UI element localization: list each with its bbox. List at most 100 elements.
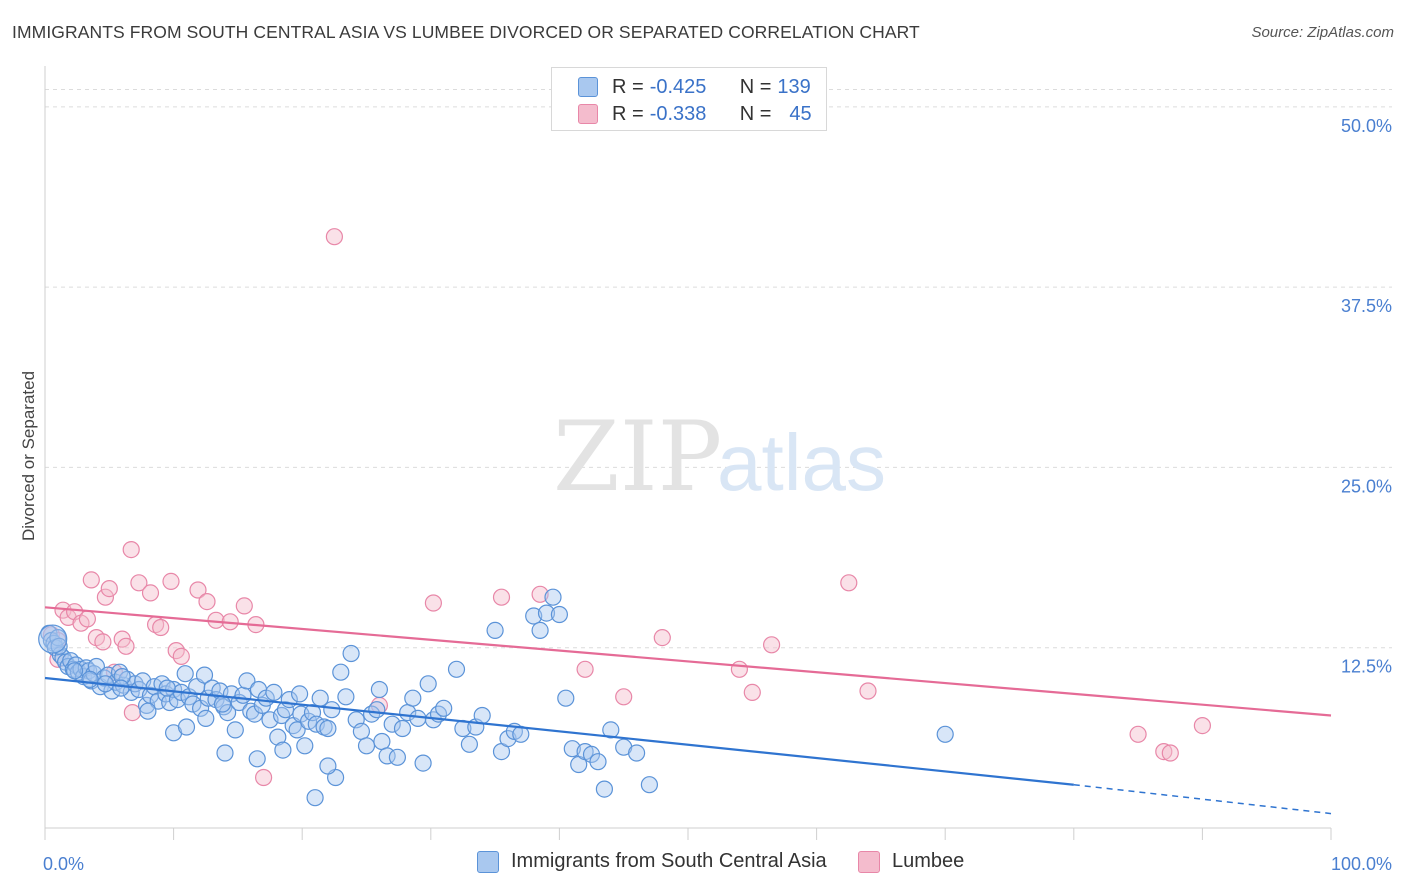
watermark: ZIP atlas [553,401,886,513]
south-central-asia-point [486,621,504,640]
lumbee-point [1193,716,1212,735]
south-central-asia-point [447,660,466,678]
south-central-asia-point [602,721,620,739]
south-central-asia-point [306,789,324,807]
south-central-asia-point [265,683,283,702]
south-central-asia-point [640,776,659,794]
watermark-zip: ZIP [553,401,722,513]
south-central-asia-point [414,754,432,772]
south-central-asia-point [177,718,196,736]
lumbee-point [123,703,141,722]
lumbee-point [730,660,749,678]
south-central-asia-point [544,588,562,606]
lumbee-point [1161,744,1179,762]
axes [44,66,1332,840]
legend-r-label: R = [612,102,644,125]
south-central-asia-point [291,685,309,703]
legend-r-value: -0.425 [649,75,707,98]
south-central-asia-point [296,737,314,755]
lumbee-point [130,574,148,592]
south-central-asia-point [323,701,341,719]
watermark-atlas: atlas [717,418,886,507]
south-central-asia-point [370,680,388,699]
south-central-asia-point [563,740,581,758]
south-central-asia-point [368,701,386,719]
lumbee-point [531,585,549,603]
south-central-asia-point [319,719,337,738]
south-central-asia-point [537,604,556,622]
legend-r-value: -0.338 [649,102,707,125]
legend-n-label: N = [739,75,772,98]
legend-row-blue: R = -0.425 N = 139 [578,74,811,100]
series-legend: Immigrants from South Central Asia Lumbe… [0,850,1406,878]
south-central-asia-point [216,744,234,762]
south-central-asia-point [50,637,68,655]
south-central-asia-point [195,666,214,684]
y-axis-label: Divorced or Separated [19,371,38,541]
lumbee-point [255,768,273,787]
pink-legend-swatch [858,850,880,873]
lumbee-point [762,636,781,654]
south-central-asia-point [319,757,337,775]
y-tick-label: 50.0% [1341,116,1392,136]
south-central-asia-point [373,732,391,751]
trend-lines [44,606,1332,815]
lumbee-point [82,571,100,589]
lumbee-point [141,584,160,602]
data-points [38,228,1212,807]
south-central-asia-point [595,780,614,798]
south-central-asia-point [274,741,292,759]
south-central-asia-point [409,709,427,728]
x-tick-label: 0.0% [43,854,84,874]
legend-n-value: 45 [789,102,812,125]
lumbee-point [94,633,112,651]
lumbee-point [840,574,858,592]
south-central-asia-point [112,679,130,697]
lumbee-point [325,228,343,246]
lumbee-point [172,647,190,666]
blue-legend-swatch [477,850,499,873]
lumbee-point [117,637,135,655]
lumbee-point [424,594,442,612]
lumbee-point [198,592,216,611]
lumbee-point [235,597,253,615]
south-central-asia-point [226,721,244,739]
south-central-asia-point [473,706,491,725]
lumbee-point [189,581,207,599]
south-central-asia-point [531,621,549,640]
lumbee-point [162,572,180,591]
blue-trend-extension [1073,783,1332,815]
chart-title: IMMIGRANTS FROM SOUTH CENTRAL ASIA VS LU… [12,22,920,42]
south-central-asia-point [589,753,607,771]
south-central-asia-point [197,709,215,728]
series-legend-blue: Immigrants from South Central Asia [477,850,827,873]
south-central-asia-point [337,688,355,706]
y-tick-label: 37.5% [1341,296,1392,316]
lumbee-point [100,579,118,598]
source-label: Source: ZipAtlas.com [1251,24,1394,41]
lumbee-point [492,588,511,606]
series-name-pink: Lumbee [892,850,965,872]
lumbee-point [653,628,671,647]
south-central-asia-point [627,744,646,762]
south-central-asia-point [342,644,360,663]
south-central-asia-point [388,748,406,766]
lumbee-point [1129,725,1147,743]
pink-swatch [578,104,598,124]
blue-trend-line [44,676,1074,786]
south-central-asia-point [176,665,194,683]
south-central-asia-point [38,624,68,654]
legend-row-pink: R = -0.338 N = 45 [578,101,812,127]
south-central-asia-point [269,728,287,746]
south-central-asia-point [435,699,453,717]
series-legend-pink: Lumbee [858,850,964,873]
y-tick-label: 12.5% [1341,657,1392,677]
series-name-blue: Immigrants from South Central Asia [511,850,827,872]
lumbee-point [152,618,170,637]
south-central-asia-point [238,672,256,690]
south-central-asia-point [288,721,306,739]
south-central-asia-point [158,679,176,697]
south-central-asia-point [276,701,295,719]
lumbee-point [96,588,115,606]
